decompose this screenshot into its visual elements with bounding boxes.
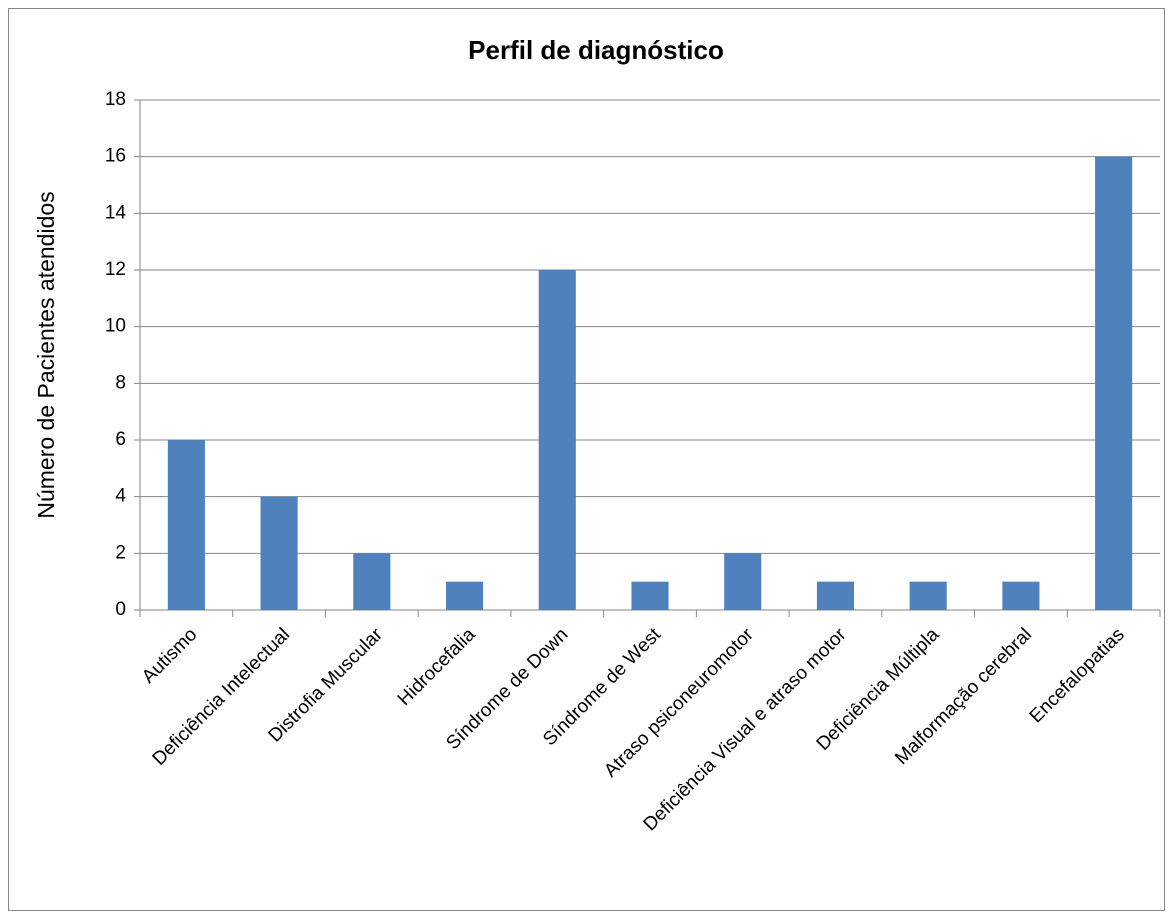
- bar: [446, 581, 484, 610]
- y-tick-label: 2: [115, 542, 126, 563]
- y-tick-label: 16: [105, 146, 126, 167]
- y-tick-label: 6: [115, 429, 126, 450]
- bar: [1002, 581, 1040, 610]
- bar: [260, 496, 298, 610]
- bar: [167, 440, 205, 610]
- y-axis-title: Número de Pacientes atendidos: [33, 191, 59, 518]
- chart-title: Perfil de diagnóstico: [468, 35, 724, 65]
- y-tick-label: 14: [105, 202, 127, 223]
- y-tick-label: 10: [105, 316, 126, 337]
- y-tick-label: 12: [105, 259, 126, 280]
- y-tick-label: 4: [115, 486, 126, 507]
- bar: [538, 270, 576, 610]
- bar: [1095, 156, 1133, 610]
- bar: [724, 553, 762, 610]
- bar: [909, 581, 947, 610]
- bar: [816, 581, 854, 610]
- bar: [353, 553, 391, 610]
- y-tick-label: 8: [115, 372, 126, 393]
- bar: [631, 581, 669, 610]
- y-tick-label: 0: [115, 599, 126, 620]
- y-tick-label: 18: [105, 89, 126, 110]
